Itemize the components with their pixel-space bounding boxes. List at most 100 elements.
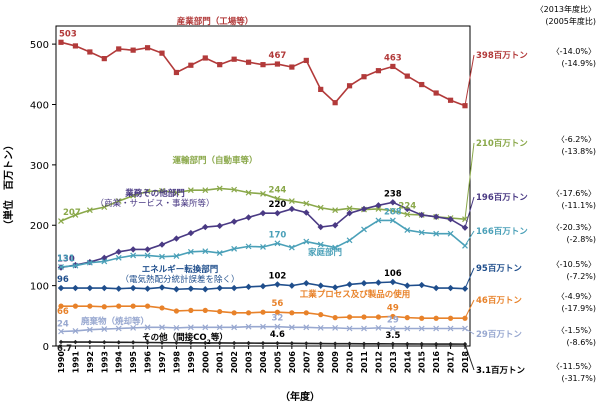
data-point <box>174 340 179 345</box>
data-point <box>318 341 323 346</box>
data-point <box>58 263 64 270</box>
data-point <box>317 204 324 211</box>
data-point <box>86 326 93 333</box>
data-point <box>303 310 309 316</box>
data-point <box>144 188 151 195</box>
compare-2005-label: (-11.1%) <box>561 201 596 210</box>
data-point <box>375 217 382 224</box>
x-tick-label: 1991 <box>71 351 80 374</box>
point-value-label: 49 <box>387 303 399 313</box>
data-point <box>115 248 122 256</box>
data-point <box>346 237 353 244</box>
compare-2005-label: (-2.8%) <box>567 235 596 244</box>
data-point <box>432 284 440 292</box>
leader-line <box>464 196 475 228</box>
leader-line <box>464 54 475 106</box>
data-point <box>230 284 238 292</box>
start-value-label: 24 <box>57 320 69 330</box>
data-point <box>361 226 367 233</box>
compare-2005-label: (-13.8%) <box>561 147 596 156</box>
x-tick-label: 2000 <box>201 351 210 374</box>
data-point <box>231 340 237 346</box>
start-value-label: 503 <box>59 29 77 39</box>
data-point <box>58 339 64 345</box>
data-point <box>260 62 266 68</box>
data-point <box>346 314 353 320</box>
leader-line <box>464 343 475 371</box>
data-point <box>145 340 150 345</box>
data-point <box>101 258 108 265</box>
data-point <box>346 209 353 217</box>
point-value-label: 102 <box>269 271 287 281</box>
compare-2005-label: (-8.6%) <box>567 338 596 347</box>
data-point <box>216 250 223 256</box>
series-name-label: その他（間接CO2等） <box>142 332 228 346</box>
x-tick-label: 2018 <box>461 351 470 374</box>
data-point <box>375 202 382 209</box>
data-point <box>332 324 339 331</box>
data-point <box>447 284 454 292</box>
data-point <box>187 285 195 292</box>
data-point <box>303 57 309 64</box>
data-point <box>72 212 79 218</box>
data-point <box>331 222 339 229</box>
data-point <box>375 68 382 74</box>
x-tick-label: 2005 <box>273 351 282 374</box>
data-point <box>288 324 295 331</box>
data-point <box>129 246 137 253</box>
y-axis-label: （単位 百万トン） <box>2 140 15 230</box>
data-point <box>173 235 180 242</box>
data-point <box>274 61 281 67</box>
x-tick-label: 1999 <box>187 351 196 374</box>
data-point <box>216 284 223 292</box>
point-value-label: 244 <box>269 186 287 196</box>
start-value-label: 131 <box>57 254 75 264</box>
data-point <box>187 187 194 194</box>
data-point <box>231 310 237 316</box>
data-point <box>288 198 295 205</box>
x-tick-label: 2009 <box>331 351 340 374</box>
series-name-label: 産業部門（工場等） <box>177 16 254 27</box>
data-point <box>389 207 396 214</box>
end-value-label: 166百万トン <box>476 227 528 237</box>
data-point <box>389 217 396 224</box>
series-household <box>58 217 468 270</box>
data-point <box>159 305 165 311</box>
x-tick-label: 1996 <box>144 351 153 374</box>
compare-header-2005: (2005年度比) <box>545 16 596 26</box>
leader-line <box>464 328 475 335</box>
data-point <box>360 280 368 287</box>
data-point <box>331 284 339 291</box>
data-point <box>173 324 180 331</box>
data-point <box>389 199 397 206</box>
data-point <box>317 223 324 231</box>
data-point <box>274 195 281 202</box>
series-name-label: 運輸部門（自動車等） <box>172 155 257 166</box>
end-value-label: 3.1百万トン <box>476 366 526 376</box>
data-point <box>289 64 295 70</box>
data-point <box>404 205 411 213</box>
data-point <box>288 205 296 213</box>
data-point <box>318 312 324 318</box>
data-point <box>288 244 295 251</box>
data-point <box>433 325 440 332</box>
data-point <box>289 341 295 346</box>
series-transport <box>58 185 468 224</box>
data-point <box>231 56 237 62</box>
compare-2005-label: (-14.9%) <box>561 59 596 68</box>
data-point <box>57 284 65 292</box>
data-point <box>144 252 151 259</box>
data-point <box>332 315 338 321</box>
data-point <box>303 209 310 216</box>
data-point <box>433 341 439 347</box>
y-tick-label: 300 <box>30 161 49 172</box>
data-point <box>274 309 281 315</box>
data-point <box>231 186 238 193</box>
x-tick-label: 2002 <box>230 351 239 373</box>
data-point <box>390 313 396 320</box>
data-point <box>217 340 222 346</box>
chart-series-layer <box>57 39 469 347</box>
data-point <box>202 324 209 331</box>
data-point <box>419 341 424 347</box>
data-point <box>144 246 151 253</box>
